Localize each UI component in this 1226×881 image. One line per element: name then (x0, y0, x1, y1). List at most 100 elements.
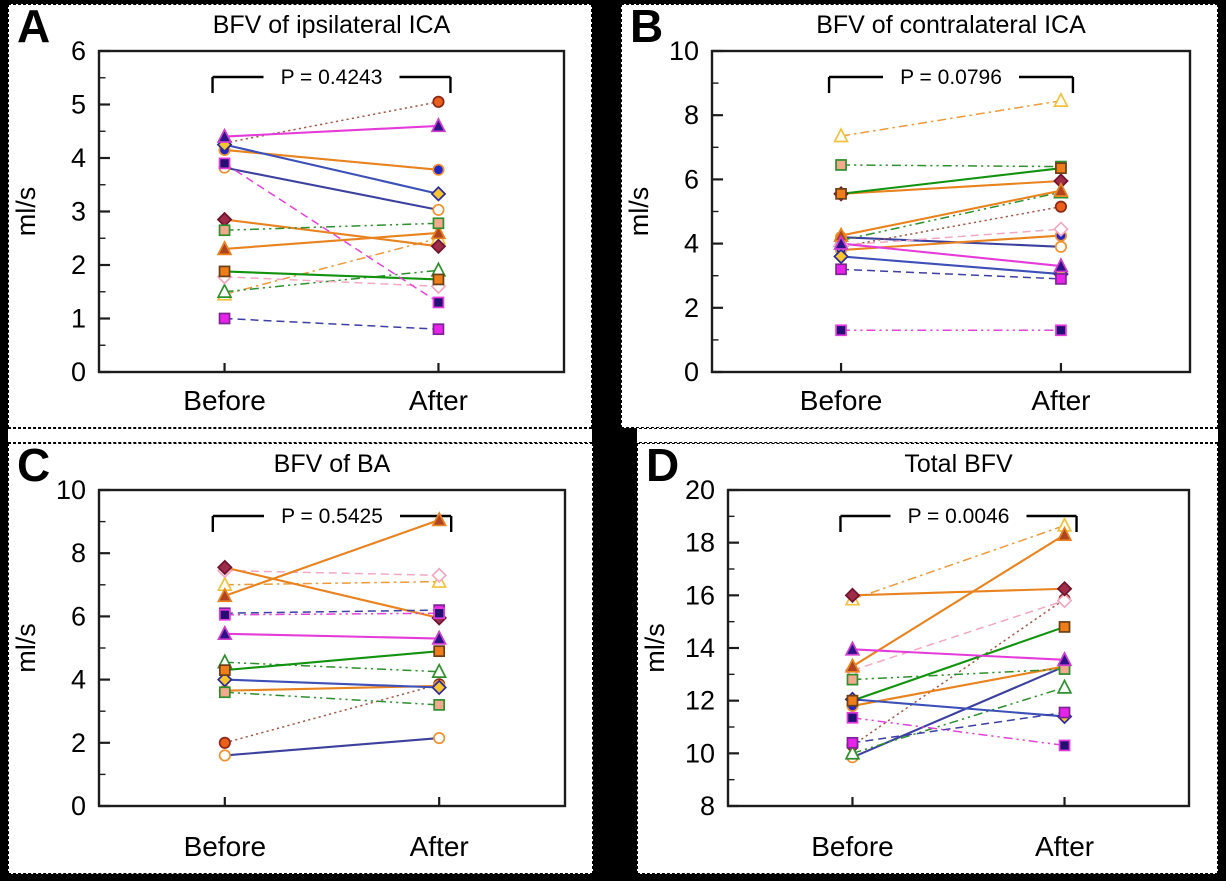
line-yellow-diamond (224, 143, 439, 195)
marker-after-orange-circle (432, 95, 445, 108)
x-category-label: After (409, 385, 468, 416)
line-yellow-diamond (224, 678, 440, 689)
marker-after-navy-square (1058, 739, 1071, 752)
p-value-bracket: P = 0.4243 (211, 66, 452, 93)
marker-after-open-circle (1054, 240, 1067, 253)
chart-title: Total BFV (904, 450, 1013, 478)
marker-before-brick-triangle (217, 587, 233, 603)
panel-b-letter: B (630, 0, 664, 52)
marker-after-navy-triangle (1056, 650, 1073, 667)
y-axis-label: ml/s (11, 187, 41, 237)
line-orange-square (224, 270, 439, 281)
y-tick-label: 1 (71, 304, 86, 334)
line-open-green-triangle (840, 191, 1062, 242)
y-tick-label: 8 (700, 791, 715, 821)
line-magenta-square (841, 268, 1061, 280)
line-open-yellow-triangle (852, 524, 1065, 600)
marker-after-magenta-square (1058, 706, 1071, 719)
marker-after-brick-triangle (430, 224, 447, 240)
marker-after-navy-square (1055, 324, 1067, 337)
x-axis: Before After (800, 363, 1091, 416)
line-brick-triangle (224, 519, 440, 597)
marker-before-navy-square (835, 324, 847, 337)
chart-bfv-ipsilateral-ica: 0 1 2 3 4 5 6 Before After BFV of ipsilateral ICA… (11, 11, 566, 416)
y-tick-label: 4 (71, 143, 86, 173)
series-lines (851, 524, 1066, 759)
x-category-label: Before (800, 385, 883, 416)
chart-bfv-ba: 0 2 4 6 8 10 Before After BFV of BA ml/s P = 0.542… (11, 450, 567, 862)
line-salmon-square (224, 691, 440, 706)
line-brick-triangle (851, 533, 1066, 668)
line-open-pink-diamond (224, 276, 439, 288)
marker-after-open-pink-diamond (1053, 221, 1069, 237)
marker-after-orange-square (1058, 621, 1071, 633)
line-navy-square (852, 717, 1065, 747)
x-category-label: Before (184, 831, 267, 862)
line-magenta-square (852, 711, 1065, 744)
y-axis-label: ml/s (624, 187, 654, 237)
marker-before-navy-square (846, 711, 859, 724)
marker-before-orange-square (218, 265, 231, 278)
x-category-label: After (1035, 831, 1094, 862)
y-tick-label: 8 (71, 538, 86, 568)
marker-before-open-green-triangle (844, 744, 861, 760)
y-tick-label: 6 (71, 601, 86, 631)
y-axis: 0 1 2 3 4 5 6 (71, 36, 110, 387)
marker-before-salmon-square (218, 224, 231, 237)
y-tick-label: 20 (685, 475, 715, 505)
y-tick-label: 8 (684, 100, 699, 130)
marker-before-maroon-diamond (216, 211, 233, 228)
marker-after-yellow-diamond (430, 186, 447, 202)
marker-before-salmon-square (835, 159, 847, 171)
marker-after-magenta-square (1055, 273, 1067, 285)
marker-before-navy-triangle (217, 624, 233, 641)
series-markers (844, 516, 1073, 764)
marker-after-open-green-triangle (431, 662, 447, 678)
line-blue-circle (852, 665, 1065, 707)
marker-before-orange-square (846, 694, 859, 707)
line-open-green-triangle (852, 686, 1065, 755)
panel-bfv-contralateral-ica: B 0 2 4 6 8 10 Before After BFV of contralateral… (621, 0, 1218, 428)
line-maroon-diamond (852, 587, 1065, 597)
marker-after-brick-triangle (1053, 181, 1069, 197)
line-maroon-diamond (224, 566, 440, 620)
line-salmon-square (852, 668, 1065, 681)
series-lines (224, 519, 440, 757)
y-tick-label: 2 (71, 250, 86, 280)
y-tick-label: 2 (684, 293, 699, 323)
line-orange-square (840, 167, 1062, 195)
panel-bfv-ipsilateral-ica: A 0 1 2 3 4 5 6 Before After BFV of ipsilateral I… (8, 0, 592, 428)
y-tick-label: 2 (71, 728, 86, 758)
marker-after-open-yellow-triangle (1053, 91, 1069, 108)
marker-before-orange-circle (218, 736, 231, 749)
marker-after-blue-circle (432, 163, 445, 176)
panel-a-letter: A (17, 0, 51, 52)
chart-total-bfv: 8 10 12 14 16 18 20 Before After Total BFV ml/s P =… (640, 450, 1191, 862)
p-value-bracket: P = 0.5425 (211, 505, 453, 532)
marker-before-navy-square (218, 608, 231, 621)
chart-title: BFV of BA (274, 450, 391, 478)
series-markers (833, 91, 1069, 337)
marker-before-orange-square (835, 187, 847, 200)
p-value-label: P = 0.5425 (281, 505, 383, 528)
p-value-label: P = 0.0046 (908, 505, 1010, 528)
p-value-bracket: P = 0.0046 (839, 505, 1078, 532)
series-markers (217, 511, 447, 762)
marker-after-maroon-diamond (1056, 580, 1073, 597)
y-tick-label: 0 (71, 357, 86, 387)
marker-before-open-yellow-triangle (833, 127, 849, 143)
marker-after-navy-triangle (1053, 257, 1069, 273)
line-maroon-diamond (224, 218, 439, 248)
marker-after-salmon-square (433, 699, 446, 711)
p-value-bracket: P = 0.0796 (827, 66, 1075, 93)
marker-after-orange-square (433, 645, 446, 658)
y-tick-label: 14 (685, 633, 715, 663)
marker-before-brick-triangle (216, 240, 233, 256)
marker-before-salmon-square (846, 673, 859, 686)
marker-before-brick-triangle (844, 657, 861, 673)
marker-before-yellow-diamond (217, 671, 233, 688)
y-axis: 8 10 12 14 16 18 20 (685, 475, 739, 821)
marker-after-salmon-square (432, 217, 445, 230)
y-axis: 0 2 4 6 8 10 (669, 36, 723, 387)
panel-bfv-ba: C 0 2 4 6 8 10 Before After BFV of BA ml/s P = 0.5… (8, 440, 593, 874)
